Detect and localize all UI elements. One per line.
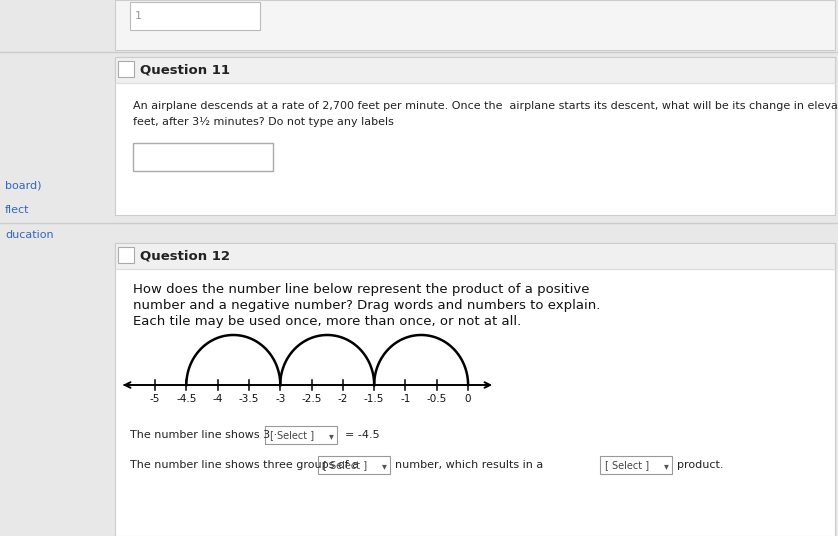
Text: number, which results in a: number, which results in a bbox=[395, 460, 543, 470]
Text: Question 11: Question 11 bbox=[140, 63, 230, 77]
Text: board): board) bbox=[5, 180, 42, 190]
Text: -3: -3 bbox=[275, 394, 286, 404]
Text: -4: -4 bbox=[213, 394, 223, 404]
FancyBboxPatch shape bbox=[115, 0, 835, 50]
Text: Each tile may be used once, more than once, or not at all.: Each tile may be used once, more than on… bbox=[133, 315, 521, 328]
Text: [ Select ]: [ Select ] bbox=[605, 460, 649, 470]
Text: = -4.5: = -4.5 bbox=[345, 430, 380, 440]
FancyBboxPatch shape bbox=[118, 61, 134, 77]
Text: [ Select ]: [ Select ] bbox=[270, 430, 314, 440]
Text: feet, after 3½ minutes? Do not type any labels: feet, after 3½ minutes? Do not type any … bbox=[133, 117, 394, 127]
Text: -5: -5 bbox=[150, 394, 160, 404]
FancyBboxPatch shape bbox=[115, 57, 835, 215]
FancyBboxPatch shape bbox=[265, 426, 337, 444]
Text: product.: product. bbox=[677, 460, 723, 470]
Text: 1: 1 bbox=[135, 11, 142, 21]
Text: -4.5: -4.5 bbox=[176, 394, 197, 404]
Text: ▾: ▾ bbox=[329, 431, 334, 441]
Text: Question 12: Question 12 bbox=[140, 249, 230, 263]
Text: -3.5: -3.5 bbox=[239, 394, 259, 404]
Text: -2: -2 bbox=[338, 394, 348, 404]
FancyBboxPatch shape bbox=[600, 456, 672, 474]
Text: -1.5: -1.5 bbox=[364, 394, 385, 404]
Text: -0.5: -0.5 bbox=[427, 394, 447, 404]
FancyBboxPatch shape bbox=[133, 143, 273, 171]
Text: How does the number line below represent the product of a positive: How does the number line below represent… bbox=[133, 283, 589, 296]
Text: -2.5: -2.5 bbox=[302, 394, 322, 404]
Text: ▾: ▾ bbox=[382, 461, 387, 471]
FancyBboxPatch shape bbox=[118, 247, 134, 263]
Text: The number line shows three groups of a: The number line shows three groups of a bbox=[130, 460, 359, 470]
FancyBboxPatch shape bbox=[115, 243, 835, 269]
Text: -1: -1 bbox=[401, 394, 411, 404]
Text: number and a negative number? Drag words and numbers to explain.: number and a negative number? Drag words… bbox=[133, 299, 600, 312]
FancyBboxPatch shape bbox=[115, 57, 835, 83]
FancyBboxPatch shape bbox=[130, 2, 260, 30]
Text: 0: 0 bbox=[465, 394, 471, 404]
Text: flect: flect bbox=[5, 205, 29, 215]
Text: ducation: ducation bbox=[5, 230, 54, 240]
Text: The number line shows 3 ·: The number line shows 3 · bbox=[130, 430, 277, 440]
Text: [ Select ]: [ Select ] bbox=[323, 460, 367, 470]
FancyBboxPatch shape bbox=[318, 456, 390, 474]
Text: ▾: ▾ bbox=[664, 461, 669, 471]
FancyBboxPatch shape bbox=[115, 243, 835, 536]
Text: An airplane descends at a rate of 2,700 feet per minute. Once the  airplane star: An airplane descends at a rate of 2,700 … bbox=[133, 101, 838, 111]
